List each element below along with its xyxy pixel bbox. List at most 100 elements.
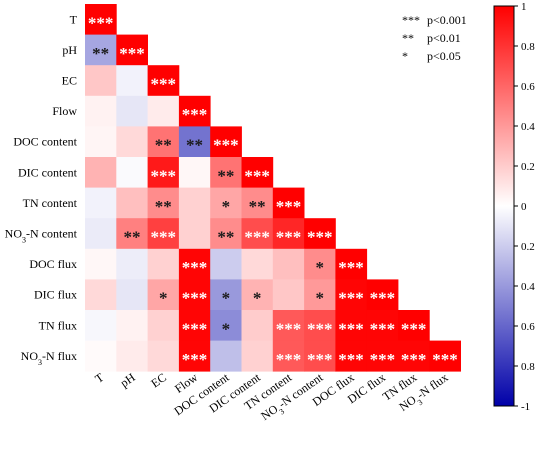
colorbar-tick-label: 0.4	[521, 281, 535, 293]
heatmap-cell	[116, 218, 148, 250]
heatmap-cell	[147, 310, 180, 341]
colorbar-tick-label: 0.6	[521, 81, 535, 93]
heatmap-cell	[429, 340, 461, 372]
significance-mark: ***	[432, 350, 458, 369]
significance-mark: ***	[151, 75, 177, 94]
legend-symbol: *	[402, 49, 408, 63]
significance-mark: *	[316, 258, 325, 277]
row-label: DIC content	[18, 165, 78, 179]
significance-mark: ***	[182, 289, 208, 308]
heatmap-cell	[178, 187, 211, 219]
significance-mark: ***	[370, 350, 396, 369]
heatmap-cell	[272, 340, 305, 372]
heatmap-cell	[210, 279, 242, 311]
significance-mark: ***	[401, 350, 427, 369]
significance-mark: ***	[276, 319, 302, 338]
heatmap-cell	[272, 187, 305, 219]
heatmap-cell	[304, 340, 336, 372]
heatmap-cell	[178, 218, 211, 250]
heatmap-cell	[210, 248, 242, 280]
significance-mark: ***	[182, 319, 208, 338]
significance-mark: ***	[119, 44, 145, 63]
heatmap-cell	[116, 34, 148, 66]
row-label: DOC flux	[29, 257, 77, 271]
heatmap-cell	[147, 218, 180, 250]
heatmap-cell	[210, 187, 242, 219]
significance-mark: *	[253, 289, 262, 308]
heatmap-cell	[116, 95, 148, 127]
heatmap-cell	[335, 279, 368, 311]
heatmap-cell	[398, 310, 430, 341]
row-label: TN content	[23, 196, 78, 210]
heatmap-cell	[116, 310, 148, 341]
significance-mark: *	[159, 289, 168, 308]
row-label: NO3-N content	[5, 227, 78, 245]
heatmap-cell	[335, 310, 368, 341]
heatmap-cell	[85, 248, 117, 280]
significance-mark: ***	[338, 258, 364, 277]
legend-label: p<0.01	[427, 31, 461, 45]
heatmap-cell	[210, 310, 242, 341]
heatmap-cell	[147, 279, 180, 311]
heatmap-cell	[335, 248, 368, 280]
row-labels: TpH EC Flow DOC content DIC content TN conten…	[5, 12, 78, 366]
colorbar-ticks: 1 0.8 0.6 0.4 0.2 0 0.2 0.4 0.6 0.8 -1	[514, 1, 535, 413]
significance-mark: ***	[151, 228, 177, 247]
significance-mark: *	[222, 319, 231, 338]
significance-mark: **	[123, 228, 140, 247]
heatmap-cell	[210, 126, 242, 158]
heatmap-cell	[85, 95, 117, 127]
heatmap-cell	[116, 126, 148, 158]
row-label: DIC flux	[34, 288, 77, 302]
significance-mark: ***	[244, 166, 270, 185]
heatmap-cell	[272, 248, 305, 280]
significance-mark: ***	[370, 319, 396, 338]
colorbar-tick-label: 1	[521, 1, 527, 13]
heatmap-cell	[178, 248, 211, 280]
heatmap-cell	[178, 157, 211, 188]
heatmap-cell	[366, 279, 399, 311]
significance-mark: *	[222, 197, 231, 216]
heatmap-cell	[85, 310, 117, 341]
row-label: DOC content	[13, 135, 77, 149]
colorbar-tick-label: 0.4	[521, 121, 535, 133]
heatmap-cell	[116, 65, 148, 97]
colorbar-tick-label: 0.2	[521, 161, 535, 173]
significance-mark: ***	[244, 228, 270, 247]
significance-mark: *	[316, 289, 325, 308]
heatmap-cell	[241, 248, 274, 280]
heatmap-cell	[85, 218, 117, 250]
significance-legend: *** p<0.001 ** p<0.01 * p<0.05	[402, 13, 467, 63]
legend-label: p<0.05	[427, 49, 461, 63]
colorbar-tick-label: 0.8	[521, 41, 535, 53]
significance-mark: ***	[276, 350, 302, 369]
column-label: EC	[148, 370, 169, 390]
heatmap-cell	[178, 340, 211, 372]
heatmap-cell	[304, 248, 336, 280]
significance-mark: **	[217, 228, 234, 247]
heatmap-cell	[335, 340, 368, 372]
row-label: TN flux	[39, 318, 77, 332]
significance-mark: ***	[182, 258, 208, 277]
colorbar: 1 0.8 0.6 0.4 0.2 0 0.2 0.4 0.6 0.8 -1	[493, 1, 535, 413]
legend-symbol: ***	[402, 13, 420, 27]
significance-mark: ***	[213, 136, 239, 155]
significance-mark: ***	[88, 13, 114, 32]
heatmap-cell	[241, 187, 274, 219]
significance-mark: *	[222, 289, 231, 308]
heatmap-cell	[241, 310, 274, 341]
row-label: T	[70, 12, 78, 26]
significance-mark: ***	[276, 197, 302, 216]
significance-mark: ***	[182, 105, 208, 124]
heatmap-cell	[178, 95, 211, 127]
heatmap-cell	[147, 126, 180, 158]
legend-symbol: **	[402, 31, 414, 45]
heatmap-cell	[85, 157, 117, 188]
heatmap-cell	[85, 34, 117, 66]
heatmap-cell	[116, 157, 148, 188]
heatmap-cell	[178, 310, 211, 341]
significance-mark: **	[155, 136, 172, 155]
significance-mark: ***	[338, 319, 364, 338]
heatmap-cell	[210, 218, 242, 250]
